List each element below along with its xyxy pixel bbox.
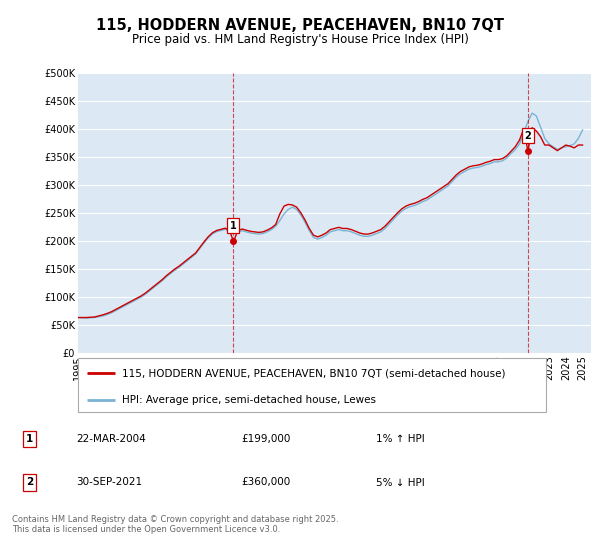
Text: 115, HODDERN AVENUE, PEACEHAVEN, BN10 7QT (semi-detached house): 115, HODDERN AVENUE, PEACEHAVEN, BN10 7Q… <box>122 368 506 379</box>
Text: Price paid vs. HM Land Registry's House Price Index (HPI): Price paid vs. HM Land Registry's House … <box>131 32 469 46</box>
Text: £360,000: £360,000 <box>241 478 290 488</box>
Text: 1% ↑ HPI: 1% ↑ HPI <box>376 434 425 444</box>
Text: 1: 1 <box>230 221 236 231</box>
Text: Contains HM Land Registry data © Crown copyright and database right 2025.
This d: Contains HM Land Registry data © Crown c… <box>12 515 338 534</box>
Text: 22-MAR-2004: 22-MAR-2004 <box>77 434 146 444</box>
FancyBboxPatch shape <box>78 358 546 412</box>
Text: 5% ↓ HPI: 5% ↓ HPI <box>376 478 425 488</box>
Text: 30-SEP-2021: 30-SEP-2021 <box>77 478 143 488</box>
Text: 2: 2 <box>26 478 33 488</box>
Text: HPI: Average price, semi-detached house, Lewes: HPI: Average price, semi-detached house,… <box>122 395 376 405</box>
Text: £199,000: £199,000 <box>241 434 290 444</box>
Text: 2: 2 <box>524 130 532 141</box>
Text: 115, HODDERN AVENUE, PEACEHAVEN, BN10 7QT: 115, HODDERN AVENUE, PEACEHAVEN, BN10 7Q… <box>96 18 504 32</box>
Text: 1: 1 <box>26 434 33 444</box>
